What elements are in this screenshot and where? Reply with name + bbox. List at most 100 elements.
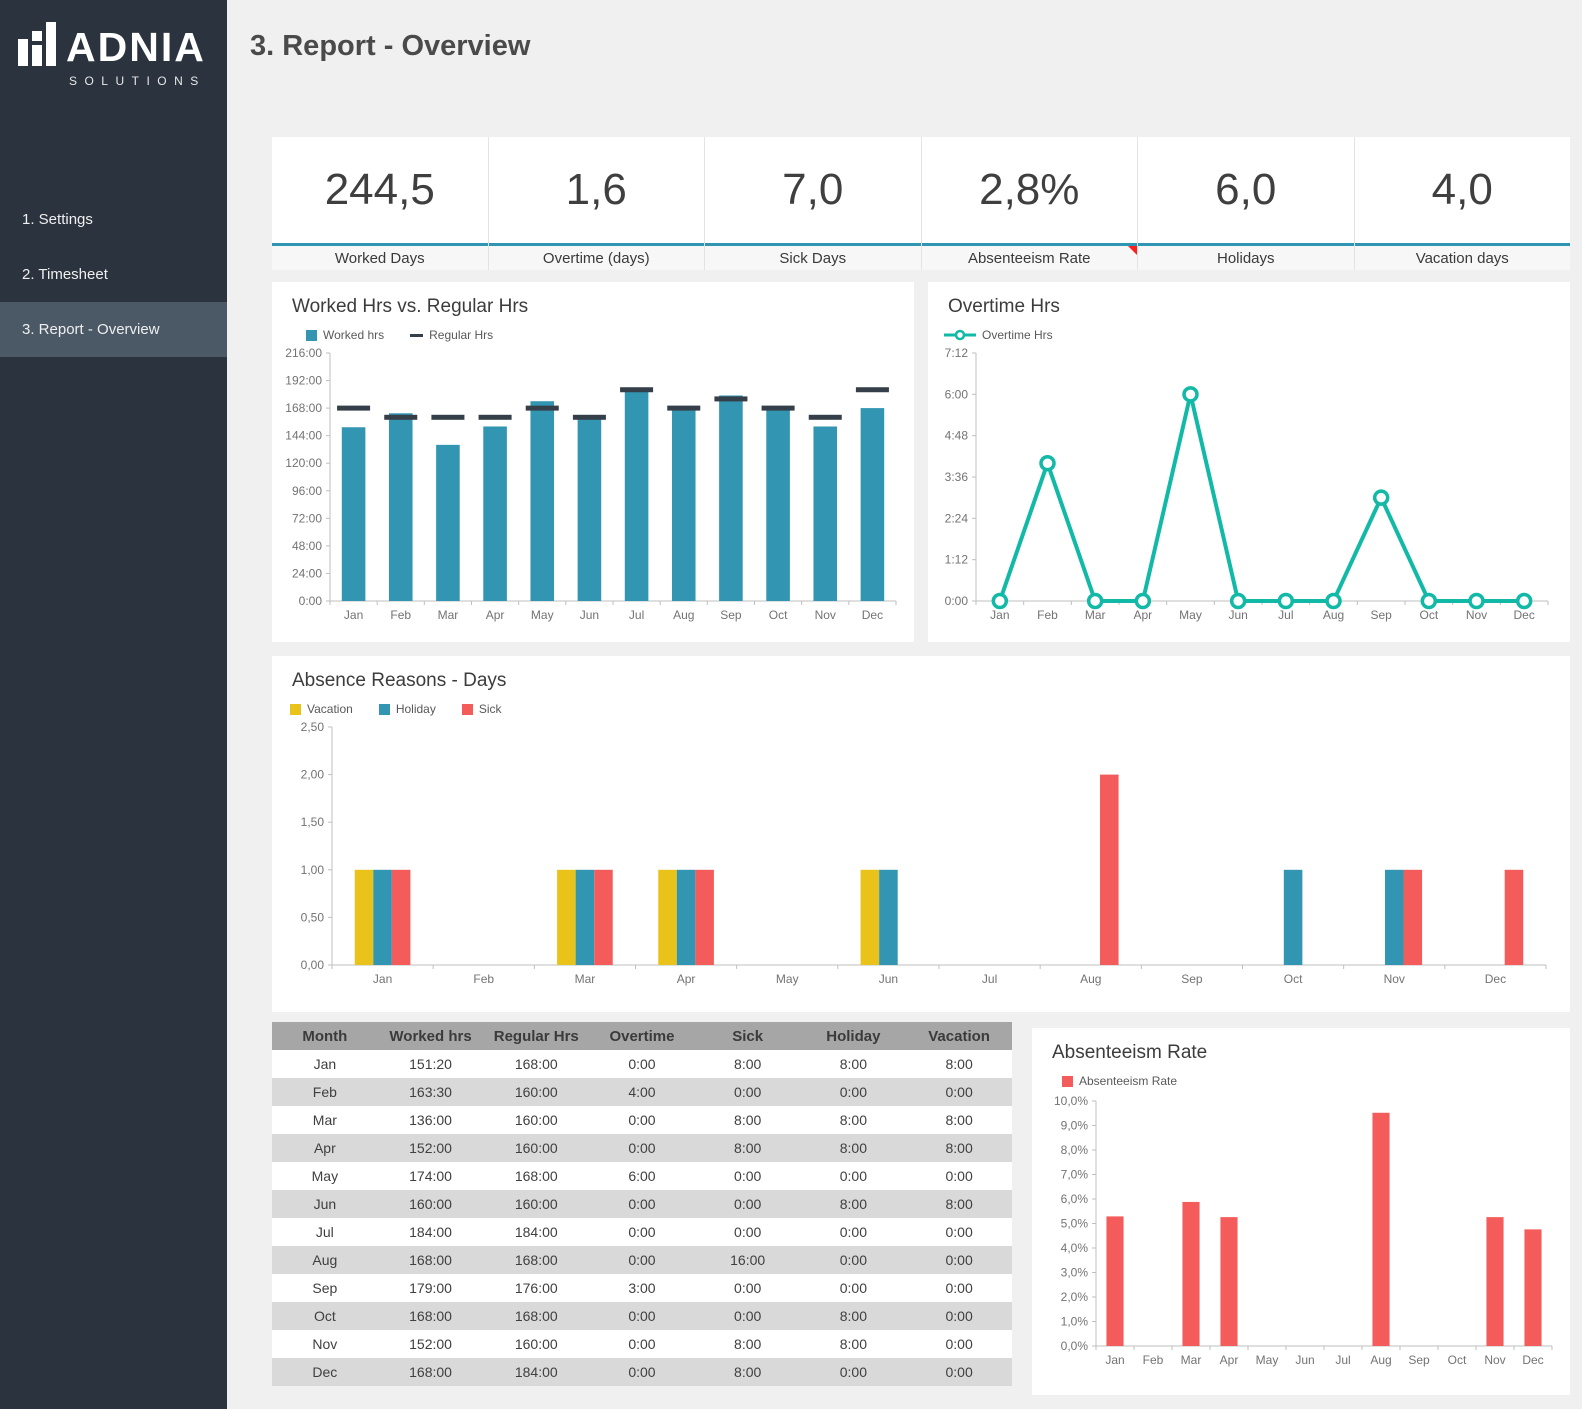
svg-text:Nov: Nov bbox=[815, 608, 836, 622]
svg-text:24:00: 24:00 bbox=[292, 566, 322, 580]
column-header: Month bbox=[272, 1022, 378, 1050]
legend-swatch-bar-icon bbox=[290, 703, 301, 715]
svg-text:5,0%: 5,0% bbox=[1061, 1217, 1089, 1231]
table-cell: May bbox=[311, 1168, 339, 1184]
chart-title: Absenteeism Rate bbox=[1052, 1042, 1208, 1063]
svg-text:Apr: Apr bbox=[1220, 1353, 1239, 1367]
legend-item: Overtime Hrs bbox=[944, 328, 1053, 342]
legend-label: Vacation bbox=[307, 702, 353, 716]
table-row: Nov 152:00 160:00 0:00 8:00 8:00 0:00 bbox=[272, 1330, 1012, 1358]
table-cell: Jul bbox=[315, 1224, 334, 1240]
table-cell: Mar bbox=[312, 1112, 337, 1128]
svg-text:4:48: 4:48 bbox=[945, 429, 969, 443]
svg-text:May: May bbox=[1256, 1353, 1279, 1367]
kpi-value: 244,5 bbox=[324, 165, 435, 214]
svg-text:Dec: Dec bbox=[862, 608, 883, 622]
table-cell: 0:00 bbox=[839, 1280, 867, 1296]
table-cell: 0:00 bbox=[628, 1336, 656, 1352]
svg-text:Aug: Aug bbox=[1080, 972, 1101, 986]
brand-subtitle: SOLUTIONS bbox=[68, 74, 206, 88]
svg-text:10,0%: 10,0% bbox=[1054, 1094, 1088, 1108]
svg-text:Feb: Feb bbox=[473, 972, 494, 986]
svg-text:2,0%: 2,0% bbox=[1061, 1290, 1089, 1304]
svg-text:Jun: Jun bbox=[580, 608, 599, 622]
svg-text:192:00: 192:00 bbox=[285, 374, 322, 388]
svg-text:Feb: Feb bbox=[390, 608, 411, 622]
svg-text:Mar: Mar bbox=[438, 608, 459, 622]
table-cell: 163:30 bbox=[409, 1084, 452, 1100]
column-header: Overtime bbox=[589, 1022, 695, 1050]
column-header: Regular Hrs bbox=[483, 1022, 590, 1050]
adnia-logo: ADNIA SOLUTIONS bbox=[0, 0, 222, 88]
table-cell: 0:00 bbox=[628, 1056, 656, 1072]
bar-chart-logo-icon bbox=[18, 22, 56, 68]
kpi-vacation-days: 4,0 Vacation days bbox=[1354, 137, 1570, 270]
sidebar-item-report-overview[interactable]: 3. Report - Overview bbox=[0, 302, 227, 357]
kpi-label: Holidays bbox=[1138, 246, 1354, 270]
kpi-overtime-days: 1,6 Overtime (days) bbox=[488, 137, 705, 270]
legend-item: Absenteeism Rate bbox=[1062, 1074, 1177, 1088]
monthly-summary-table: Month Worked hrs Regular Hrs Overtime Sick Ho… bbox=[272, 1022, 1012, 1386]
kpi-label: Overtime (days) bbox=[488, 246, 704, 270]
svg-text:Aug: Aug bbox=[1323, 608, 1344, 622]
table-cell: 8:00 bbox=[839, 1112, 867, 1128]
legend-label: Sick bbox=[478, 702, 502, 716]
absence-reasons-panel: Absence Reasons - Days Vacation Holiday Si… bbox=[272, 656, 1570, 1012]
legend-item: Worked hrs bbox=[306, 328, 384, 342]
legend-label: Overtime Hrs bbox=[982, 328, 1053, 342]
kpi-row: 244,5 Worked Days 1,6 Overtime (days) 7,… bbox=[272, 137, 1570, 270]
table-cell: 0:00 bbox=[734, 1084, 762, 1100]
svg-text:Nov: Nov bbox=[1484, 1353, 1505, 1367]
svg-text:Jun: Jun bbox=[1228, 608, 1247, 622]
table-cell: 184:00 bbox=[514, 1224, 558, 1240]
table-cell: 0:00 bbox=[945, 1084, 973, 1100]
table-cell: Feb bbox=[312, 1084, 337, 1100]
column-header: Sick bbox=[694, 1022, 801, 1050]
table-cell: 16:00 bbox=[730, 1252, 766, 1268]
table-cell: 0:00 bbox=[734, 1224, 762, 1240]
table-body: Jan 151:20 168:00 0:00 8:00 8:00 8:00 Feb 163:30… bbox=[272, 1050, 1012, 1386]
overtime-hrs-chart: 0:00 1:12 2:24 3:36 4:48 6:00 7:12 Jan Feb Mar Apr… bbox=[945, 347, 1549, 622]
table-cell: 0:00 bbox=[945, 1252, 973, 1268]
svg-text:1,00: 1,00 bbox=[301, 863, 325, 877]
svg-text:Dec: Dec bbox=[1485, 972, 1506, 986]
worked-vs-regular-chart: 0:00 24:00 48:00 72:00 96:00 120:00 144:00 168:… bbox=[285, 347, 897, 622]
table-row: Aug 168:00 168:00 0:00 16:00 0:00 0:00 bbox=[272, 1246, 1012, 1274]
svg-text:Sep: Sep bbox=[1370, 608, 1392, 622]
svg-text:Aug: Aug bbox=[673, 608, 694, 622]
svg-text:Jan: Jan bbox=[990, 608, 1009, 622]
table-cell: 168:00 bbox=[514, 1252, 558, 1268]
chart-legend: Absenteeism Rate bbox=[1062, 1073, 1570, 1089]
column-header: Worked hrs bbox=[377, 1022, 484, 1050]
chart-legend: Overtime Hrs bbox=[944, 327, 1570, 343]
kpi-value: 2,8% bbox=[979, 165, 1080, 214]
brand-name: ADNIA bbox=[66, 24, 206, 70]
table-cell: 0:00 bbox=[734, 1168, 762, 1184]
table-cell: Apr bbox=[313, 1140, 336, 1156]
legend-item: Holiday bbox=[378, 702, 436, 716]
table-cell: 4:00 bbox=[628, 1084, 656, 1100]
svg-text:Jan: Jan bbox=[1105, 1353, 1124, 1367]
table-cell: 168:00 bbox=[409, 1308, 452, 1324]
sidebar-nav: 1. Settings 2. Timesheet 3. Report - Ove… bbox=[0, 192, 227, 357]
table-cell: 0:00 bbox=[734, 1196, 762, 1212]
table-row: Dec 168:00 184:00 0:00 8:00 0:00 0:00 bbox=[272, 1358, 1012, 1386]
sidebar-item-timesheet[interactable]: 2. Timesheet bbox=[22, 266, 108, 283]
legend-label: Absenteeism Rate bbox=[1079, 1074, 1178, 1088]
table-cell: Jun bbox=[313, 1196, 337, 1212]
table-cell: 0:00 bbox=[945, 1280, 973, 1296]
table-cell: 8:00 bbox=[945, 1056, 973, 1072]
table-cell: 174:00 bbox=[409, 1168, 452, 1184]
table-row: Sep 179:00 176:00 3:00 0:00 0:00 0:00 bbox=[272, 1274, 1012, 1302]
chart-legend: Vacation Holiday Sick bbox=[290, 701, 1570, 717]
svg-text:Oct: Oct bbox=[1284, 972, 1303, 986]
table-cell: 8:00 bbox=[734, 1112, 762, 1128]
table-cell: 168:00 bbox=[514, 1056, 558, 1072]
svg-text:May: May bbox=[531, 608, 554, 622]
svg-text:Nov: Nov bbox=[1384, 972, 1405, 986]
table-cell: 160:00 bbox=[514, 1196, 558, 1212]
table-cell: 0:00 bbox=[839, 1224, 867, 1240]
sidebar-item-settings[interactable]: 1. Settings bbox=[22, 211, 93, 228]
legend-label: Holiday bbox=[395, 702, 436, 716]
table-cell: Jan bbox=[313, 1056, 337, 1072]
